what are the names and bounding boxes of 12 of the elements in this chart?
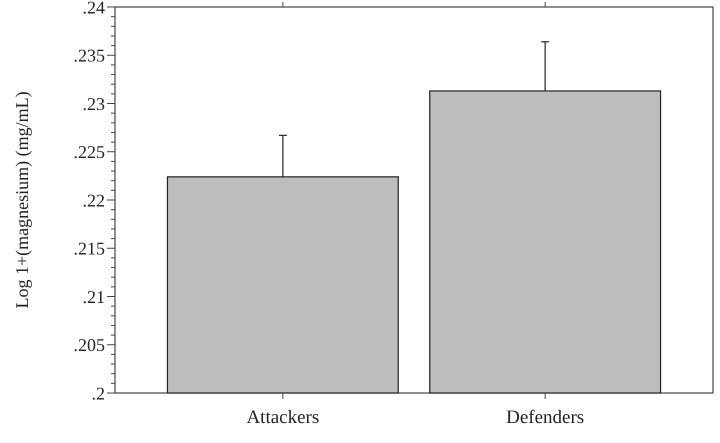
y-tick-label: .215 bbox=[74, 238, 105, 259]
y-tick-label: .22 bbox=[82, 190, 105, 210]
y-tick-label: .235 bbox=[74, 46, 105, 66]
x-tick-label: Attackers bbox=[246, 407, 320, 428]
y-axis-title: Log 1+(magnesium) (mg/mL) bbox=[12, 91, 32, 309]
y-tick-label: .2 bbox=[92, 383, 105, 404]
y-tick-label: .24 bbox=[82, 0, 105, 18]
y-tick-label: .225 bbox=[74, 142, 105, 162]
y-tick-label: .205 bbox=[74, 335, 105, 356]
x-tick-label: Defenders bbox=[506, 407, 584, 428]
y-tick-label: .21 bbox=[82, 286, 105, 307]
y-tick-label: .23 bbox=[82, 94, 105, 114]
